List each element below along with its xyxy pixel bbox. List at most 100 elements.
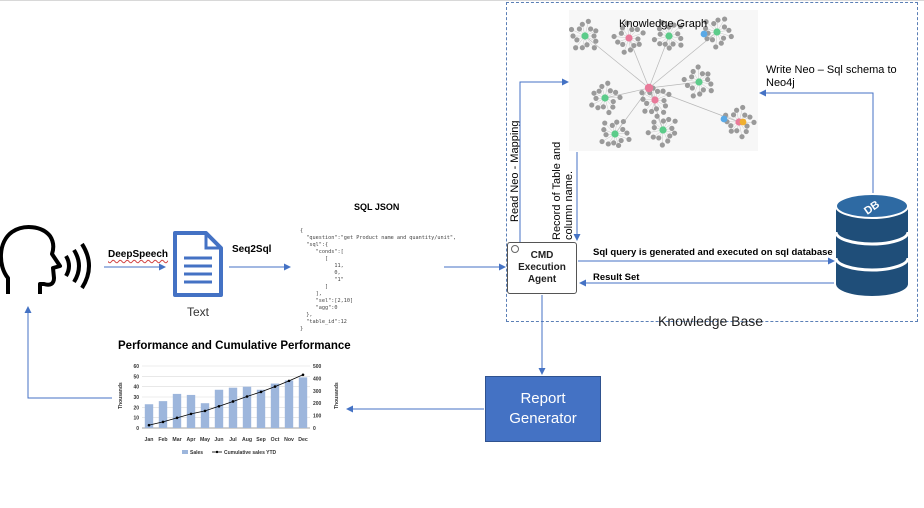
graph-node xyxy=(599,138,605,145)
graph-node xyxy=(579,21,585,27)
agent-line2: Execution xyxy=(518,262,566,273)
graph-node xyxy=(611,140,617,146)
graph-node xyxy=(601,127,607,133)
graph-node xyxy=(689,74,695,80)
agent-corner-handle xyxy=(511,245,519,253)
graph-node xyxy=(605,80,611,86)
graph-node xyxy=(660,109,667,115)
graph-node xyxy=(659,142,665,148)
write-neo-label: Write Neo – Sql schema to Neo4j xyxy=(766,64,897,90)
sql-query-label: Sql query is generated and executed on s… xyxy=(593,247,833,258)
graph-node xyxy=(695,64,701,70)
graph-node xyxy=(660,118,666,124)
graph-node xyxy=(609,122,615,129)
chart-line-point xyxy=(273,385,277,388)
cmd-execution-agent: CMD Execution Agent xyxy=(507,242,577,294)
chart-xtick-label: May xyxy=(200,437,210,443)
chart-xtick-label: Jun xyxy=(214,437,223,443)
graph-node xyxy=(677,23,684,30)
graph-hub-node xyxy=(695,78,703,86)
graph-node xyxy=(620,41,626,48)
agent-line1: CMD xyxy=(530,250,554,261)
graph-node xyxy=(574,37,580,43)
chart-xtick-label: Jul xyxy=(229,437,237,443)
graph-node xyxy=(660,88,666,94)
graph-node xyxy=(591,33,597,39)
text-caption: Text xyxy=(187,305,210,319)
legend-cumulative-label: Cumulative sales YTD xyxy=(224,450,277,456)
chart-xtick-label: Mar xyxy=(172,437,181,443)
chart-xtick-label: Jan xyxy=(145,437,154,443)
graph-node xyxy=(740,104,746,111)
graph-node xyxy=(631,42,637,49)
chart-xtick-label: Apr xyxy=(187,437,196,443)
graph-central-node xyxy=(644,83,654,93)
graph-hub-node xyxy=(625,34,633,42)
json-line: }, xyxy=(300,312,313,318)
chart-line-point xyxy=(245,395,249,398)
graph-node xyxy=(711,20,717,27)
graph-node xyxy=(591,45,597,51)
graph-node xyxy=(713,44,719,50)
chart-xtick-label: Nov xyxy=(284,437,294,443)
graph-hub-node xyxy=(659,126,667,134)
graph-edge xyxy=(584,35,650,89)
graph-node xyxy=(573,45,579,51)
performance-chart: 0 10 20 30 40 50 60 0 100 200 300 400 500 Jan Feb Mar Ap… xyxy=(118,364,340,456)
graph-node xyxy=(621,49,627,55)
graph-node xyxy=(645,130,651,136)
chart-xtick-label: Feb xyxy=(158,437,167,443)
chart-line-point xyxy=(259,390,263,394)
chart-y2tick-label: 200 xyxy=(313,401,322,407)
chart-y2tick-label: 300 xyxy=(313,389,322,395)
arrow-agent-to-graph xyxy=(519,78,569,242)
graph-node xyxy=(700,87,706,93)
write-neo-line1: Write Neo – Sql schema to xyxy=(766,64,897,76)
chart-xtick-label: Oct xyxy=(271,437,280,443)
graph-node xyxy=(739,134,745,140)
graph-node xyxy=(702,25,709,31)
legend-sales-label: Sales xyxy=(190,450,203,456)
graph-node xyxy=(576,26,582,32)
chart-line-point xyxy=(161,420,165,424)
graph-node xyxy=(675,31,681,37)
graph-node xyxy=(617,94,623,101)
graph-node xyxy=(742,112,748,118)
json-line: { xyxy=(300,228,304,234)
graph-node xyxy=(618,30,624,36)
chart-ytick-label: 60 xyxy=(133,364,139,370)
graph-node xyxy=(657,31,663,37)
graph-node xyxy=(626,136,632,143)
chart-xtick-label: Dec xyxy=(298,437,308,443)
graph-hub-node xyxy=(611,130,619,138)
graph-node xyxy=(650,134,656,140)
chart-ytick-label: 30 xyxy=(133,395,139,401)
graph-node xyxy=(666,24,672,30)
graph-node xyxy=(651,37,658,43)
chart-bar-nov xyxy=(284,380,294,428)
result-set-label: Result Set xyxy=(593,272,640,283)
chart-y2label: Thousands xyxy=(334,382,340,409)
graph-node xyxy=(591,90,597,96)
graph-node xyxy=(666,91,672,97)
graph-node xyxy=(648,108,655,115)
sql-json-code: { "question":"get Product name and quant… xyxy=(300,228,456,333)
chart-line-point xyxy=(231,400,235,403)
json-line: "agg":0 xyxy=(300,305,338,311)
graph-hub-node xyxy=(601,94,609,102)
graph-node xyxy=(656,26,663,32)
chart-line-point xyxy=(175,416,179,420)
chart-line-point xyxy=(287,379,291,383)
graph-node xyxy=(615,39,621,45)
graph-node xyxy=(709,37,716,43)
chart-ytick-label: 50 xyxy=(133,374,139,380)
write-neo-line2: Neo4j xyxy=(766,77,795,89)
graph-node xyxy=(602,120,608,126)
graph-node xyxy=(615,142,622,149)
graph-node xyxy=(744,123,750,129)
sql-query-text: Sql query is generated and executed on s… xyxy=(593,247,833,258)
chart-line-point xyxy=(217,405,221,408)
graph-node xyxy=(589,102,595,108)
graph-hub-node xyxy=(665,32,673,40)
graph-node xyxy=(751,119,757,125)
